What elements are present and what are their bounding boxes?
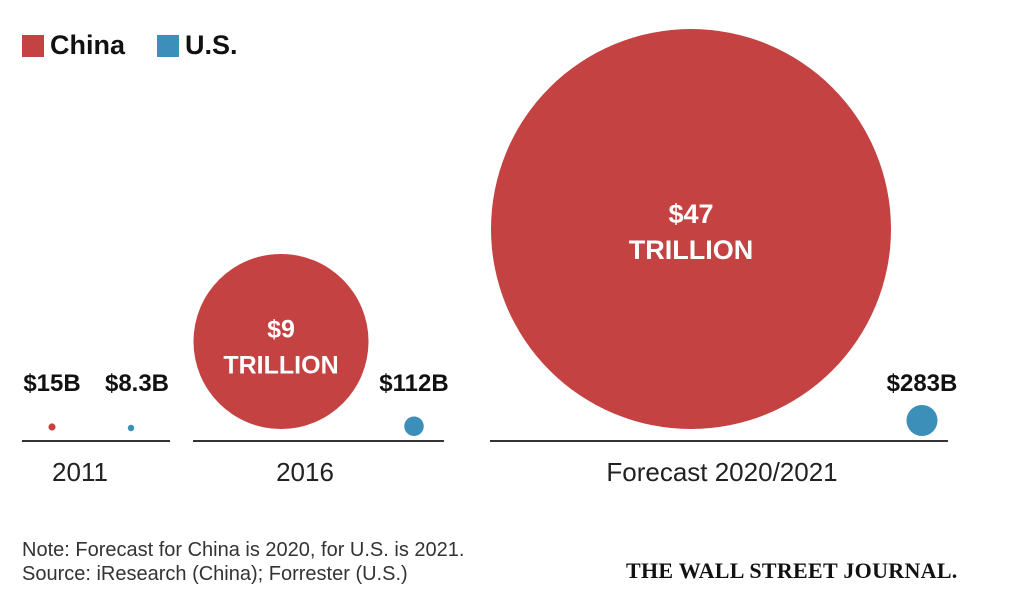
value-label-china-2011: $15B — [23, 370, 80, 397]
value-label-china-unit-2016: TRILLION — [223, 351, 338, 379]
bubble-china-2011 — [48, 423, 56, 431]
value-label-china-forecast: $47 — [668, 199, 713, 229]
legend-label-us: U.S. — [185, 30, 238, 60]
group-label-2011: 2011 — [52, 457, 108, 487]
source-text: Source: iResearch (China); Forrester (U.… — [22, 563, 408, 585]
legend-item-china: China — [22, 30, 125, 61]
legend-swatch-us — [157, 34, 180, 57]
bubble-us-forecast — [906, 404, 938, 436]
bubble-china-forecast — [491, 29, 891, 429]
value-label-china-2016: $9 — [267, 315, 295, 343]
note-text: Note: Forecast for China is 2020, for U.… — [22, 539, 465, 561]
chart-note: Note: Forecast for China is 2020, for U.… — [22, 538, 464, 586]
legend-swatch-china — [22, 34, 44, 57]
value-label-us-forecast: $283B — [887, 370, 958, 397]
group-label-forecast: Forecast 2020/2021 — [606, 457, 837, 487]
legend-item-us: U.S. — [157, 30, 238, 61]
legend-label-china: China — [50, 30, 126, 60]
value-label-us-2016: $112B — [379, 370, 448, 397]
bubble-china-2016 — [193, 253, 369, 429]
value-label-us-2011: $8.3B — [105, 370, 169, 397]
legend: China U.S. — [22, 30, 270, 61]
bubble-us-2016 — [404, 416, 424, 436]
publisher-logo: THE WALL STREET JOURNAL. — [626, 558, 958, 583]
bubble-us-2011 — [127, 424, 135, 432]
value-label-china-unit-forecast: TRILLION — [629, 235, 753, 265]
group-label-2016: 2016 — [276, 457, 334, 487]
